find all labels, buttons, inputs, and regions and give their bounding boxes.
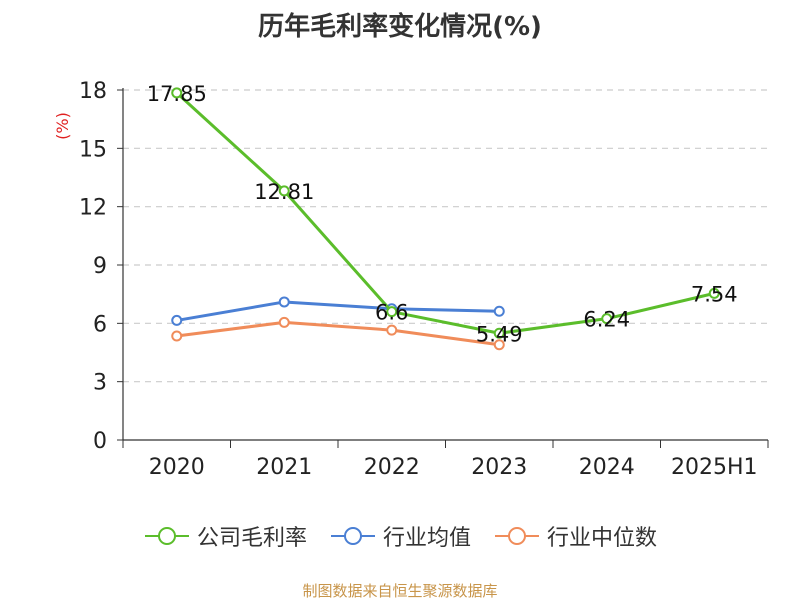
x-tick-label: 2020	[149, 455, 205, 480]
legend: 公司毛利率 行业均值 行业中位数	[0, 520, 800, 552]
data-point-0	[601, 313, 613, 325]
y-tick-label: 18	[79, 79, 107, 104]
data-point-0	[386, 306, 398, 318]
series-line-0	[175, 91, 715, 335]
data-label: 17.85	[147, 82, 207, 106]
y-tick-label: 3	[93, 371, 107, 396]
data-label: 5.49	[476, 322, 523, 346]
data-point-0	[708, 287, 720, 299]
legend-marker-industry-median	[495, 527, 539, 545]
chart-title: 历年毛利率变化情况(%)	[258, 12, 542, 42]
x-tick-label: 2021	[256, 455, 312, 480]
series-line-2	[176, 320, 500, 347]
data-point-0	[278, 185, 290, 197]
data-label: 7.54	[691, 282, 738, 306]
legend-label-industry-mean: 行业均值	[382, 526, 471, 551]
data-point-1	[278, 296, 290, 308]
legend-label-industry-median: 行业中位数	[547, 526, 658, 551]
data-point-0	[493, 327, 505, 339]
x-tick-label: 2025H1	[671, 455, 758, 480]
data-point-2	[493, 339, 505, 351]
data-label: 12.81	[254, 180, 314, 204]
y-tick-label: 0	[93, 429, 107, 454]
data-point-2	[386, 324, 398, 336]
legend-marker-company	[144, 527, 189, 545]
data-label: 6.6	[375, 301, 408, 325]
legend-item-industry-median[interactable]: 行业中位数	[493, 520, 657, 552]
legend-item-industry-mean[interactable]: 行业均值	[329, 520, 471, 552]
y-tick-label: 9	[93, 254, 107, 279]
legend-marker-industry-mean	[330, 527, 375, 545]
y-axis-unit-label: (%)	[53, 112, 72, 140]
x-tick-label: 2023	[471, 455, 527, 480]
y-tick-label: 15	[79, 137, 107, 162]
y-tick-label: 12	[79, 196, 107, 221]
data-label: 6.24	[583, 308, 630, 332]
x-tick-label: 2024	[579, 455, 635, 480]
x-tick-label: 2022	[364, 455, 420, 480]
data-point-0	[171, 87, 183, 99]
series-line-1	[176, 300, 500, 322]
data-point-2	[171, 330, 183, 342]
legend-label-company: 公司毛利率	[196, 526, 307, 551]
data-point-2	[278, 316, 290, 328]
source-note: 制图数据来自恒生聚源数据库	[302, 582, 498, 600]
data-point-1	[171, 314, 183, 326]
legend-item-company[interactable]: 公司毛利率	[143, 520, 307, 552]
y-tick-label: 6	[93, 312, 107, 337]
data-point-1	[493, 305, 505, 317]
